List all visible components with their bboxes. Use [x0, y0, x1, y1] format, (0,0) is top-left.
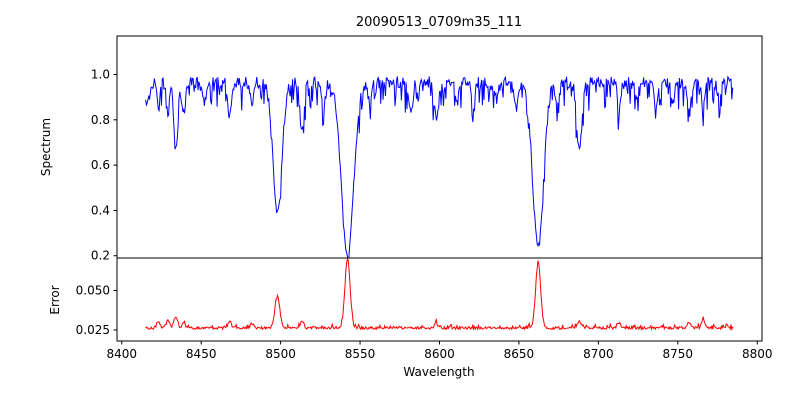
spectrum-line	[145, 75, 734, 258]
x-tick-label: 8500	[265, 347, 296, 361]
spectrum-y-tick-label: 0.6	[91, 158, 110, 172]
spectrum-y-tick-label: 1.0	[91, 68, 110, 82]
x-tick-label: 8600	[424, 347, 455, 361]
x-tick-label: 8800	[742, 347, 773, 361]
x-tick-label: 8750	[663, 347, 694, 361]
x-tick-label: 8450	[186, 347, 217, 361]
x-tick-label: 8700	[583, 347, 614, 361]
x-tick-label: 8650	[504, 347, 535, 361]
spectrum-y-tick-label: 0.2	[91, 249, 110, 263]
error-y-axis-label: Error	[48, 285, 62, 314]
error-y-tick-label: 0.050	[76, 283, 110, 297]
spectrum-y-axis-label: Spectrum	[39, 118, 53, 176]
plot-layers: 0.2 0.4 0.6 0.8 1.0 0.025 0.050 8400 8450 8500 855…	[76, 35, 773, 361]
x-axis-label: Wavelength	[403, 365, 474, 379]
x-tick-label: 8550	[345, 347, 376, 361]
error-line	[145, 258, 734, 332]
spectrum-panel-frame	[116, 35, 763, 259]
chart-title: 20090513_0709m35_111	[356, 15, 522, 30]
spectrum-y-tick-label: 0.4	[91, 203, 110, 217]
spectrum-y-tick-label: 0.8	[91, 113, 110, 127]
x-tick-label: 8400	[106, 347, 137, 361]
error-y-tick-label: 0.025	[76, 323, 110, 337]
